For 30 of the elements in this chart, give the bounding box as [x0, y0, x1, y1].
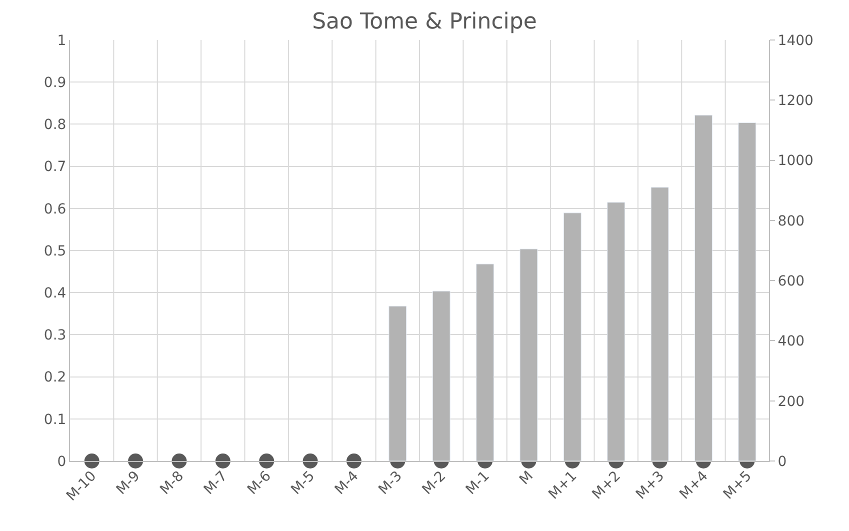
x-tick-label: M-8	[157, 468, 187, 498]
x-tick-label: M-2	[419, 468, 450, 498]
y-tick-label: 0	[57, 454, 66, 470]
x-tick-label: M-3	[376, 468, 406, 498]
y-tick-label: 0.5	[44, 243, 66, 260]
y2-tick-label: 1000	[778, 153, 814, 170]
y-tick-label: 0.8	[44, 117, 66, 134]
y2-tick-label: 1400	[778, 32, 814, 49]
y2-tick-label: 200	[778, 394, 805, 410]
y-tick-label: 1	[57, 32, 66, 49]
x-tick-label: M-1	[463, 468, 493, 498]
x-tick-label: M-6	[244, 468, 274, 498]
x-tick-label: M	[516, 468, 536, 488]
y2-tick-label: 1200	[778, 93, 814, 110]
y-tick-label: 0.4	[44, 286, 66, 302]
x-tick-label: M-9	[114, 468, 144, 498]
y-tick-label: 0.9	[44, 75, 66, 91]
y-tick-label: 0.7	[44, 159, 66, 176]
y-tick-label: 0.3	[44, 328, 66, 344]
y2-tick-label: 600	[778, 273, 805, 290]
x-tick-label: M-7	[200, 468, 231, 498]
y2-tick-label: 0	[778, 454, 787, 470]
x-tick-label: M-5	[288, 468, 318, 498]
y-tick-label: 0.1	[44, 412, 66, 428]
y2-tick-label: 400	[778, 334, 805, 350]
y-tick-label: 0.6	[44, 201, 66, 218]
y-tick-label: 0.2	[44, 370, 66, 386]
chart-title: Sao Tome & Principe	[312, 10, 537, 35]
y2-tick-label: 800	[778, 213, 805, 230]
x-tick-label: M-4	[332, 468, 362, 498]
